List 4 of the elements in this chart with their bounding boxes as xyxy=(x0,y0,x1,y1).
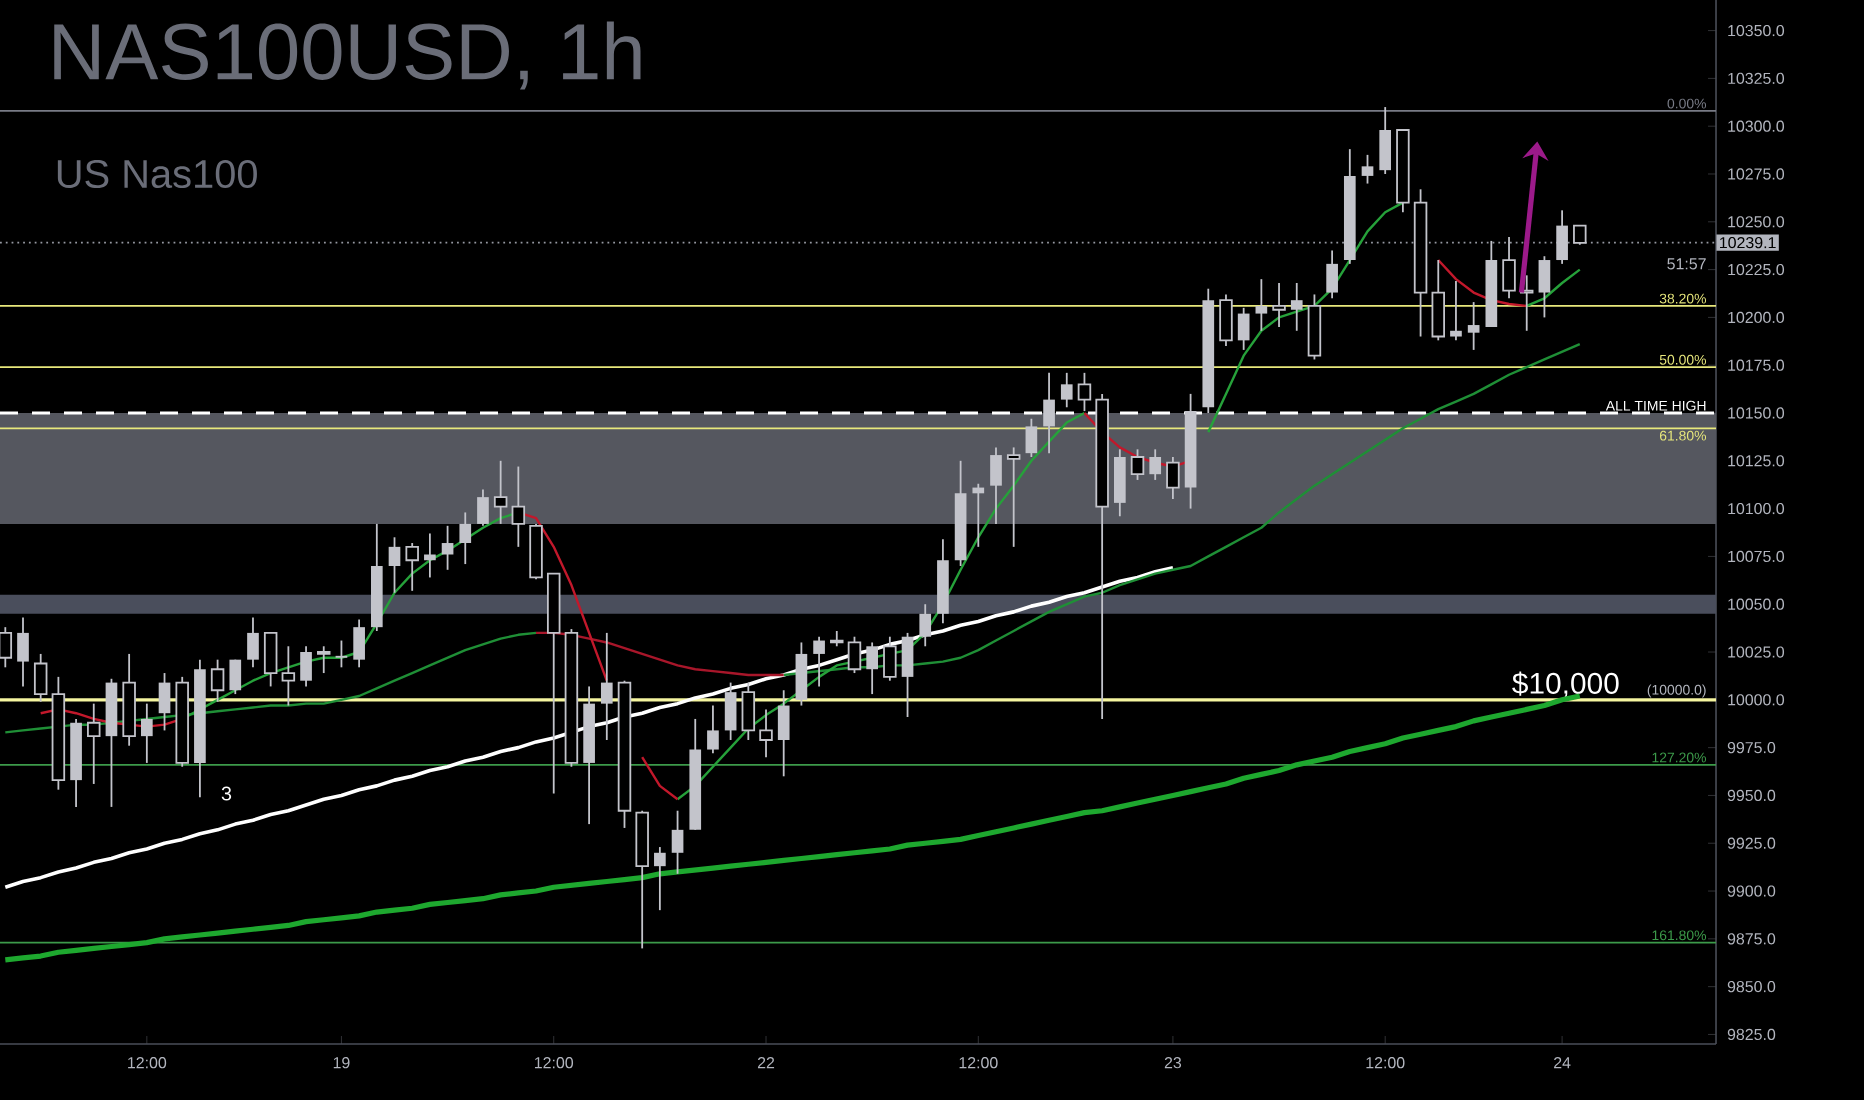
text: US Nas100 xyxy=(57,159,257,189)
ref-line-label: $10,000 xyxy=(1512,671,1619,698)
annotation: 3 xyxy=(221,786,232,801)
chart-title: NAS100USD, 1h xyxy=(54,21,641,90)
